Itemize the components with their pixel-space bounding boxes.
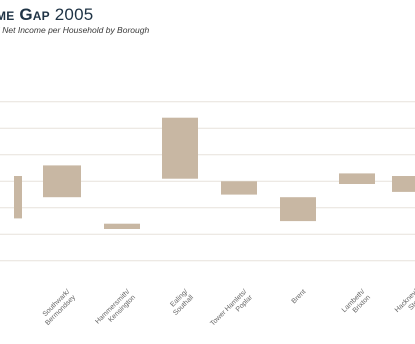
x-tick-label: Hammersmith/Kensington bbox=[94, 288, 137, 331]
x-tick-label: Ealing/Southall bbox=[167, 288, 196, 317]
range-bar bbox=[162, 117, 198, 179]
chart-title-main: me Gap bbox=[0, 5, 50, 24]
range-bar bbox=[14, 176, 22, 219]
x-tick-label: Tower Hamlets/Poplar bbox=[209, 288, 254, 333]
gridlines bbox=[0, 101, 415, 262]
range-bar bbox=[339, 173, 375, 184]
range-bar bbox=[280, 197, 316, 222]
x-tick-label: Brent bbox=[291, 288, 308, 305]
bars bbox=[14, 117, 415, 229]
range-bar bbox=[43, 165, 81, 198]
chart-title: me Gap 2005 bbox=[0, 6, 415, 24]
x-tick-label: Hackney/Stoke bbox=[394, 288, 415, 319]
x-axis-labels: Southwark/Bermondsey Hammersmith/Kensingt… bbox=[39, 288, 415, 333]
title-block: me Gap 2005 l Net Income per Household b… bbox=[0, 6, 415, 36]
chart-subtitle: l Net Income per Household by Borough bbox=[0, 25, 150, 35]
x-tick-label: Lambeth/Brixton bbox=[341, 288, 372, 319]
range-bar bbox=[104, 223, 140, 229]
x-tick-label: Southwark/Bermondsey bbox=[39, 288, 78, 327]
range-bar bbox=[221, 181, 257, 195]
chart-title-year: 2005 bbox=[54, 5, 94, 24]
range-bar bbox=[392, 176, 415, 192]
